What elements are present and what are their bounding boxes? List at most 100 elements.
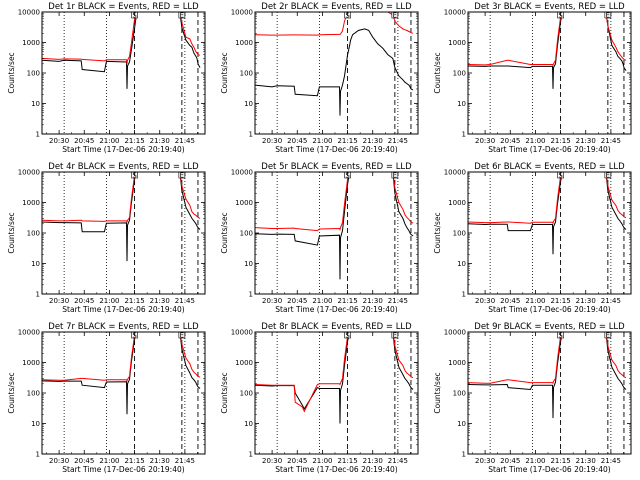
- chart-title: Det 8r BLACK = Events, RED = LLD: [261, 322, 412, 332]
- y-tick-label: 1000: [448, 39, 466, 47]
- chart-title: Det 4r BLACK = Events, RED = LLD: [48, 162, 199, 172]
- plot-frame: [467, 331, 632, 455]
- x-tick-label: 20:30: [49, 137, 69, 145]
- y-tick-label: 100: [453, 390, 466, 398]
- reference-lines: [489, 332, 625, 454]
- lld-series-line: [42, 172, 201, 224]
- x-tick-label: 21:00: [312, 297, 332, 305]
- x-tick-label: 21:45: [175, 297, 195, 305]
- x-tick-label: 21:00: [99, 297, 119, 305]
- reference-lines: [63, 172, 199, 294]
- y-tick-label: 10: [244, 260, 253, 268]
- y-tick-label: 1000: [22, 359, 40, 367]
- y-tick-label: 10: [457, 420, 466, 428]
- x-tick-label: 20:45: [500, 457, 520, 465]
- x-tick-label: 21:00: [99, 457, 119, 465]
- y-axis-label: Counts/sec: [7, 212, 16, 253]
- events-series-line: [468, 172, 627, 255]
- x-tick-label: 21:00: [99, 137, 119, 145]
- y-tick-label: 1: [249, 451, 253, 459]
- plot-frame: [467, 11, 632, 135]
- detector-panel-7: Det 7r BLACK = Events, RED = LLDSE110100…: [0, 320, 213, 480]
- series-group: [468, 332, 627, 419]
- plot-frame: [41, 11, 206, 135]
- y-tick-label: 10: [31, 100, 40, 108]
- reference-lines: [63, 12, 199, 134]
- x-tick-label: 21:15: [124, 137, 144, 145]
- plot-frame: [254, 11, 419, 135]
- series-group: [255, 12, 414, 116]
- x-tick-label: 21:30: [363, 457, 383, 465]
- x-tick-label: 20:45: [500, 137, 520, 145]
- y-tick-label: 10: [31, 260, 40, 268]
- y-tick-label: 10000: [18, 329, 40, 337]
- events-series-line: [468, 12, 627, 89]
- x-tick-label: 20:45: [500, 297, 520, 305]
- chart-svg: Det 6r BLACK = Events, RED = LLDSE110100…: [433, 162, 632, 314]
- y-axis-label: Counts/sec: [220, 212, 229, 253]
- detector-panel-6: Det 6r BLACK = Events, RED = LLDSE110100…: [426, 160, 639, 320]
- y-tick-label: 10: [244, 420, 253, 428]
- x-axis-label: Start Time (17-Dec-06 20:19:40): [62, 465, 184, 474]
- x-tick-label: 21:45: [388, 457, 408, 465]
- chart-svg: Det 1r BLACK = Events, RED = LLDSE110100…: [7, 2, 206, 154]
- x-tick-label: 20:45: [74, 457, 94, 465]
- x-tick-label: 21:15: [550, 137, 570, 145]
- reference-lines: [276, 172, 412, 294]
- x-tick-label: 21:15: [124, 297, 144, 305]
- x-tick-label: 21:45: [601, 457, 621, 465]
- detector-panel-9: Det 9r BLACK = Events, RED = LLDSE110100…: [426, 320, 639, 480]
- reference-lines: [63, 332, 199, 454]
- y-tick-label: 1000: [448, 359, 466, 367]
- series-group: [468, 172, 627, 255]
- y-axis-label: Counts/sec: [220, 52, 229, 93]
- x-tick-label: 21:15: [337, 457, 357, 465]
- x-tick-label: 21:00: [312, 457, 332, 465]
- y-tick-label: 1: [462, 291, 466, 299]
- y-tick-label: 10000: [444, 329, 466, 337]
- y-tick-label: 10000: [444, 9, 466, 17]
- events-series-line: [42, 172, 201, 262]
- y-axis-label: Counts/sec: [220, 372, 229, 413]
- chart-title: Det 6r BLACK = Events, RED = LLD: [474, 162, 625, 172]
- x-tick-label: 21:15: [550, 297, 570, 305]
- y-axis-label: Counts/sec: [433, 212, 442, 253]
- y-tick-label: 1000: [22, 199, 40, 207]
- chart-svg: Det 8r BLACK = Events, RED = LLDSE110100…: [220, 322, 419, 474]
- lld-series-line: [255, 12, 414, 36]
- y-axis-label: Counts/sec: [7, 52, 16, 93]
- y-tick-label: 1000: [235, 199, 253, 207]
- y-tick-label: 100: [240, 390, 253, 398]
- x-tick-label: 20:30: [475, 457, 495, 465]
- detector-panel-5: Det 5r BLACK = Events, RED = LLDSE110100…: [213, 160, 426, 320]
- x-tick-label: 21:15: [337, 137, 357, 145]
- x-tick-label: 20:45: [287, 297, 307, 305]
- y-tick-label: 10: [457, 260, 466, 268]
- chart-svg: Det 2r BLACK = Events, RED = LLDSE110100…: [220, 2, 419, 154]
- series-group: [42, 12, 201, 89]
- y-axis-label: Counts/sec: [433, 52, 442, 93]
- x-tick-label: 20:30: [475, 137, 495, 145]
- y-tick-label: 1: [249, 291, 253, 299]
- plot-frame: [41, 171, 206, 295]
- x-tick-label: 20:45: [287, 137, 307, 145]
- plot-frame: [254, 171, 419, 295]
- x-tick-label: 21:30: [576, 137, 596, 145]
- chart-svg: Det 7r BLACK = Events, RED = LLDSE110100…: [7, 322, 206, 474]
- events-series-line: [42, 332, 201, 415]
- plot-frame: [254, 331, 419, 455]
- y-tick-label: 100: [27, 390, 40, 398]
- x-tick-label: 20:30: [49, 297, 69, 305]
- x-tick-label: 20:45: [287, 457, 307, 465]
- event-marker-label: E: [180, 332, 184, 340]
- y-tick-label: 100: [27, 70, 40, 78]
- y-tick-label: 100: [453, 70, 466, 78]
- x-tick-label: 20:30: [262, 297, 282, 305]
- y-tick-label: 1: [36, 131, 40, 139]
- detector-panel-3: Det 3r BLACK = Events, RED = LLDSE110100…: [426, 0, 639, 160]
- y-tick-label: 100: [240, 230, 253, 238]
- x-tick-label: 21:15: [124, 457, 144, 465]
- series-group: [42, 332, 201, 415]
- series-group: [255, 172, 414, 280]
- x-tick-label: 20:45: [74, 297, 94, 305]
